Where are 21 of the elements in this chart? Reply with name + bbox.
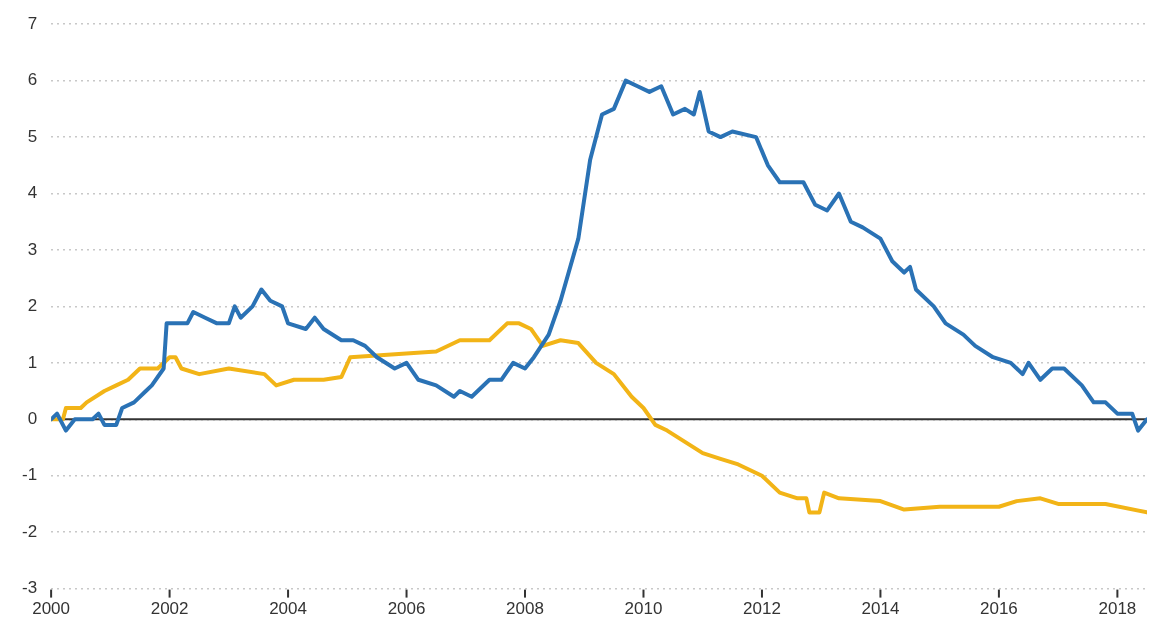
x-tick-label: 2012 [743,599,781,619]
y-tick-label: 2 [27,296,38,316]
x-tick-label: 2006 [387,599,426,619]
x-tick-label: 2000 [32,599,71,619]
x-tick-label: 2008 [506,599,544,619]
y-tick-label: 5 [27,126,38,146]
y-tick-label: 3 [27,239,38,259]
x-tick-label: 2016 [979,599,1018,619]
y-tick-label: -3 [21,578,38,598]
y-tick-label: -1 [21,465,38,485]
x-tick-label: 2004 [269,599,307,619]
y-tick-label: 7 [27,13,38,33]
y-tick-label: 1 [27,352,38,372]
x-tick-label: 2014 [861,599,900,619]
y-tick-label: 0 [27,408,38,428]
x-tick-label: 2002 [150,599,189,619]
y-tick-label: 4 [27,183,38,203]
x-tick-label: 2010 [624,599,663,619]
x-tick-label: 2018 [1098,599,1137,619]
y-tick-label: -2 [21,521,38,541]
y-tick-label: 6 [27,70,38,90]
